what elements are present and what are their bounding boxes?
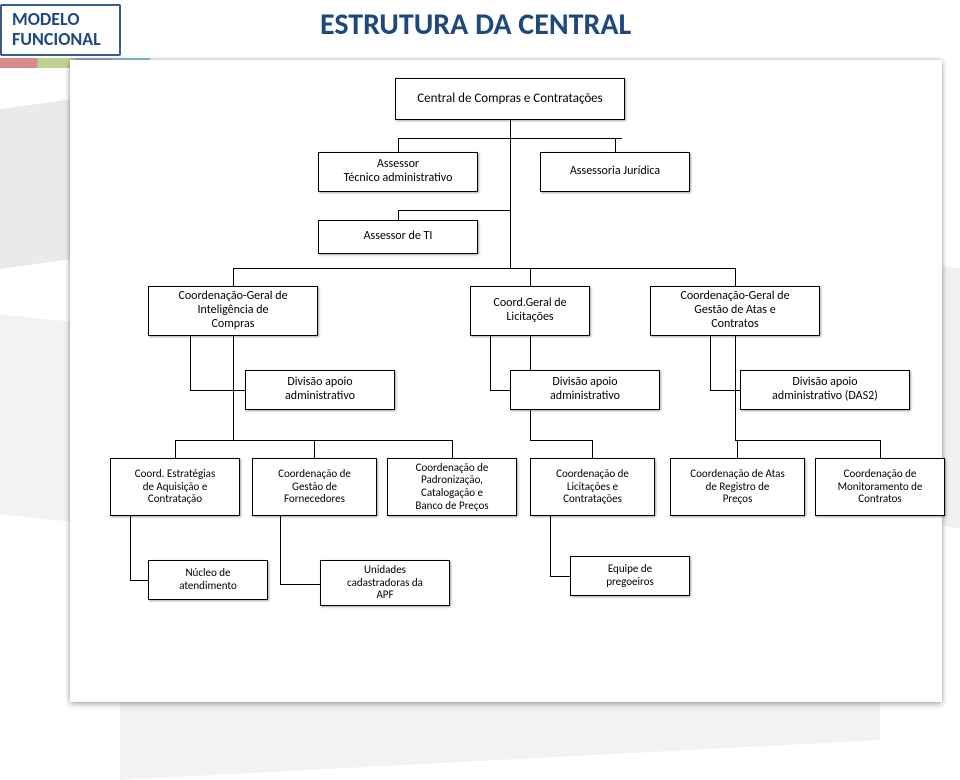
edge — [280, 584, 320, 585]
edge — [280, 516, 281, 584]
edge — [233, 268, 735, 269]
org-node-c6: Coordenação deMonitoramento deContratos — [815, 458, 945, 516]
org-node-cg_ic: Coordenação-Geral deInteligência deCompr… — [148, 286, 318, 336]
org-node-div2: Divisão apoioadministrativo — [510, 370, 660, 410]
org-node-div3: Divisão apoioadministrativo (DAS2) — [740, 370, 910, 410]
section-tag: MODELO FUNCIONAL — [0, 4, 121, 56]
org-node-root: Central de Compras e Contratações — [395, 78, 625, 120]
edge — [398, 210, 510, 211]
edge — [490, 336, 491, 390]
org-node-b3: Equipe depregoeiros — [570, 556, 690, 596]
org-node-b1: Núcleo deatendimento — [148, 560, 268, 600]
edge — [510, 138, 511, 210]
edge — [737, 440, 738, 458]
edge — [190, 390, 245, 391]
edge — [735, 440, 880, 441]
org-node-c5: Coordenação de Atasde Registro dePreços — [670, 458, 805, 516]
page-title: ESTRUTURA DA CENTRAL — [320, 6, 631, 43]
org-node-cg_atas: Coordenação-Geral deGestão de Atas eCont… — [650, 286, 820, 336]
edge — [510, 210, 511, 268]
org-node-c2: Coordenação deGestão deFornecedores — [252, 458, 377, 516]
section-tag-line2: FUNCIONAL — [12, 30, 101, 50]
edge — [130, 516, 131, 580]
edge — [398, 138, 399, 152]
org-node-div1: Divisão apoioadministrativo — [245, 370, 395, 410]
edge — [592, 440, 593, 458]
edge — [710, 336, 711, 390]
org-node-c1: Coord. Estratégiasde Aquisição eContrata… — [110, 458, 240, 516]
edge — [615, 138, 616, 152]
org-node-c3: Coordenação dePadronização,Catalogação e… — [387, 458, 517, 516]
edge — [530, 440, 592, 441]
org-node-ass_j: Assessoria Jurídica — [540, 152, 690, 192]
edge — [130, 580, 148, 581]
edge — [190, 336, 191, 390]
edge — [735, 268, 736, 286]
section-tag-line1: MODELO — [12, 10, 101, 30]
edge — [550, 576, 570, 577]
edge — [510, 120, 511, 138]
edge — [233, 268, 234, 286]
edge — [452, 440, 453, 458]
org-node-b2: Unidadescadastradoras daAPF — [320, 560, 450, 606]
edge — [490, 390, 510, 391]
org-node-c4: Coordenação deLicitações eContratações — [530, 458, 655, 516]
edge — [550, 516, 551, 576]
edge — [175, 440, 176, 458]
content-panel: Central de Compras e Contratações Assesso… — [70, 60, 942, 702]
org-node-ass_ti: Assessor de TI — [318, 220, 478, 254]
edge — [314, 440, 315, 458]
org-node-ass_ta: AssessorTécnico administrativo — [318, 152, 478, 192]
edge — [233, 336, 234, 440]
edge — [880, 440, 881, 458]
edge — [398, 210, 399, 220]
org-node-cg_lic: Coord.Geral deLicitações — [470, 286, 590, 336]
edge — [530, 268, 531, 286]
edge — [735, 336, 736, 440]
